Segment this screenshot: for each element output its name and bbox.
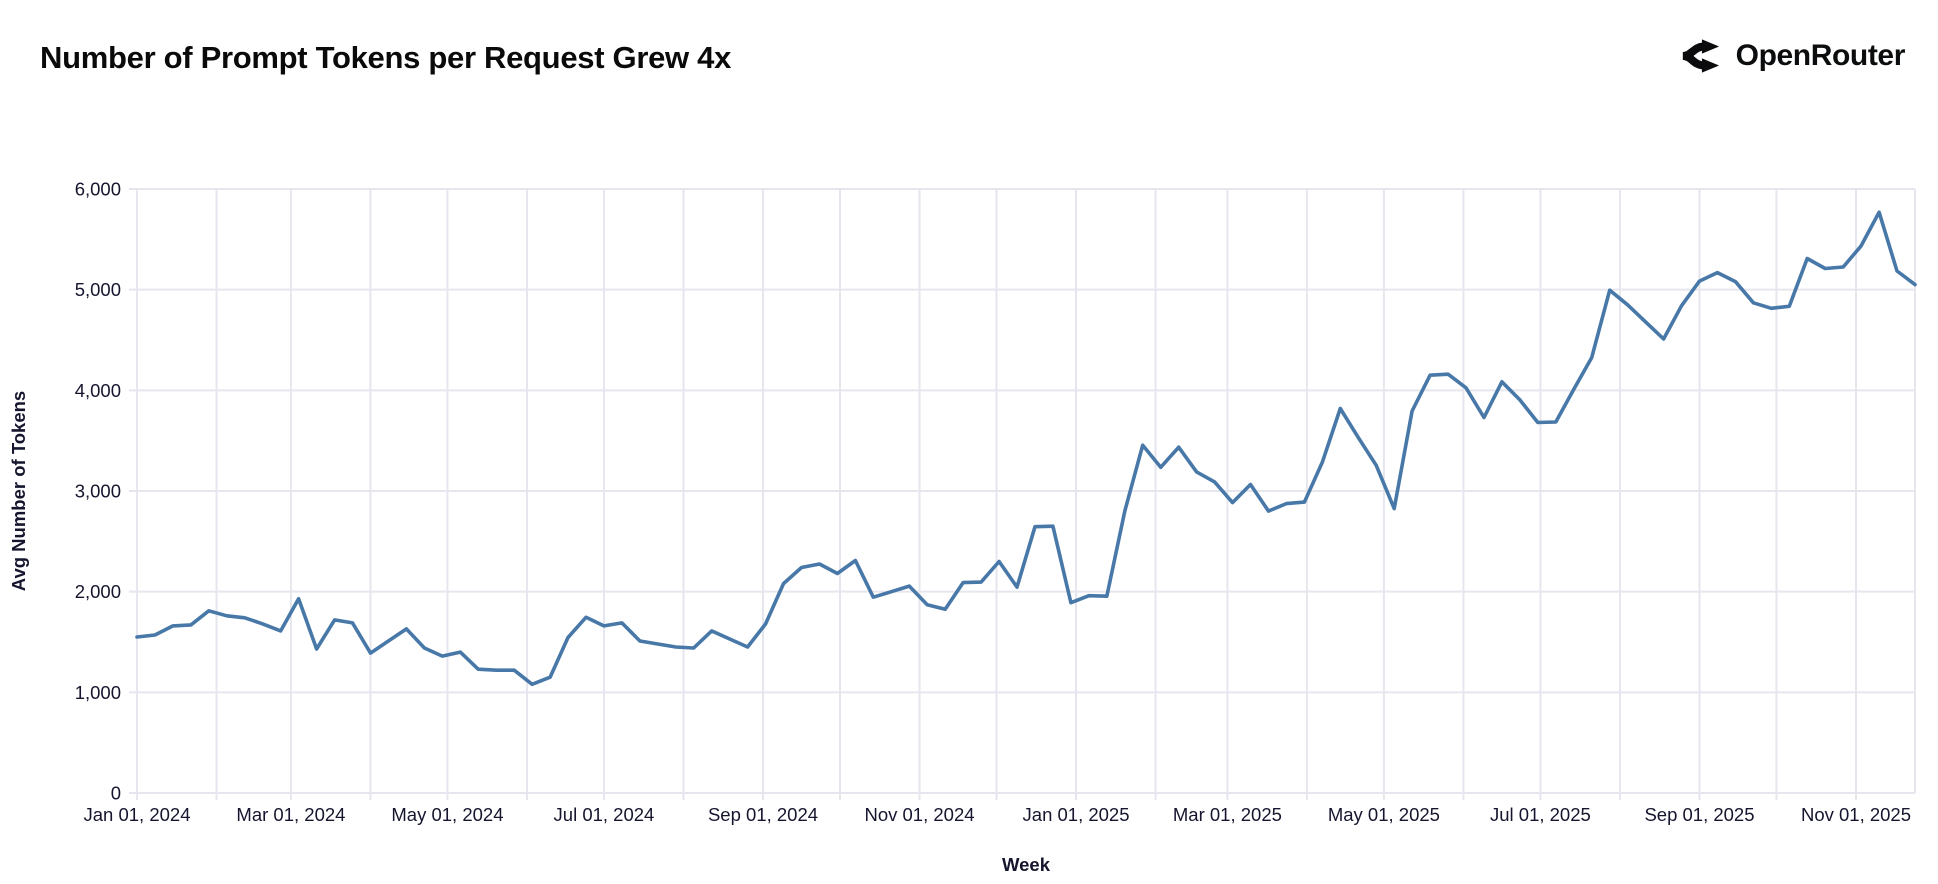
- openrouter-logo-icon: [1682, 39, 1719, 73]
- x-tick-label: Nov 01, 2024: [864, 804, 974, 825]
- page-title: Number of Prompt Tokens per Request Grew…: [40, 40, 732, 75]
- y-tick-label: 2,000: [75, 581, 121, 602]
- y-tick-label: 4,000: [75, 380, 121, 401]
- x-tick-label: May 01, 2024: [391, 804, 503, 825]
- openrouter-logo: OpenRouter: [1679, 36, 1905, 76]
- x-tick-label: Nov 01, 2025: [1801, 804, 1911, 825]
- x-tick-label: Sep 01, 2024: [708, 804, 818, 825]
- x-axis-title: Week: [1002, 854, 1051, 875]
- x-tick-label: Jul 01, 2024: [554, 804, 655, 825]
- y-tick-label: 6,000: [75, 179, 121, 200]
- x-tick-label: Jan 01, 2024: [84, 804, 191, 825]
- y-tick-label: 5,000: [75, 279, 121, 300]
- series-line: [135, 210, 1917, 687]
- x-tick-label: Mar 01, 2024: [236, 804, 345, 825]
- openrouter-logo-text: OpenRouter: [1735, 39, 1906, 72]
- y-tick-label: 1,000: [75, 682, 121, 703]
- x-tick-label: Jul 01, 2025: [1490, 804, 1591, 825]
- x-tick-label: Mar 01, 2025: [1173, 804, 1282, 825]
- x-tick-label: Sep 01, 2025: [1644, 804, 1754, 825]
- x-tick-label: Jan 01, 2025: [1023, 804, 1130, 825]
- x-tick-label: May 01, 2025: [1328, 804, 1440, 825]
- y-tick-label: 3,000: [75, 481, 121, 502]
- y-tick-label: 0: [111, 783, 121, 804]
- y-axis-title: Avg Number of Tokens: [8, 391, 29, 591]
